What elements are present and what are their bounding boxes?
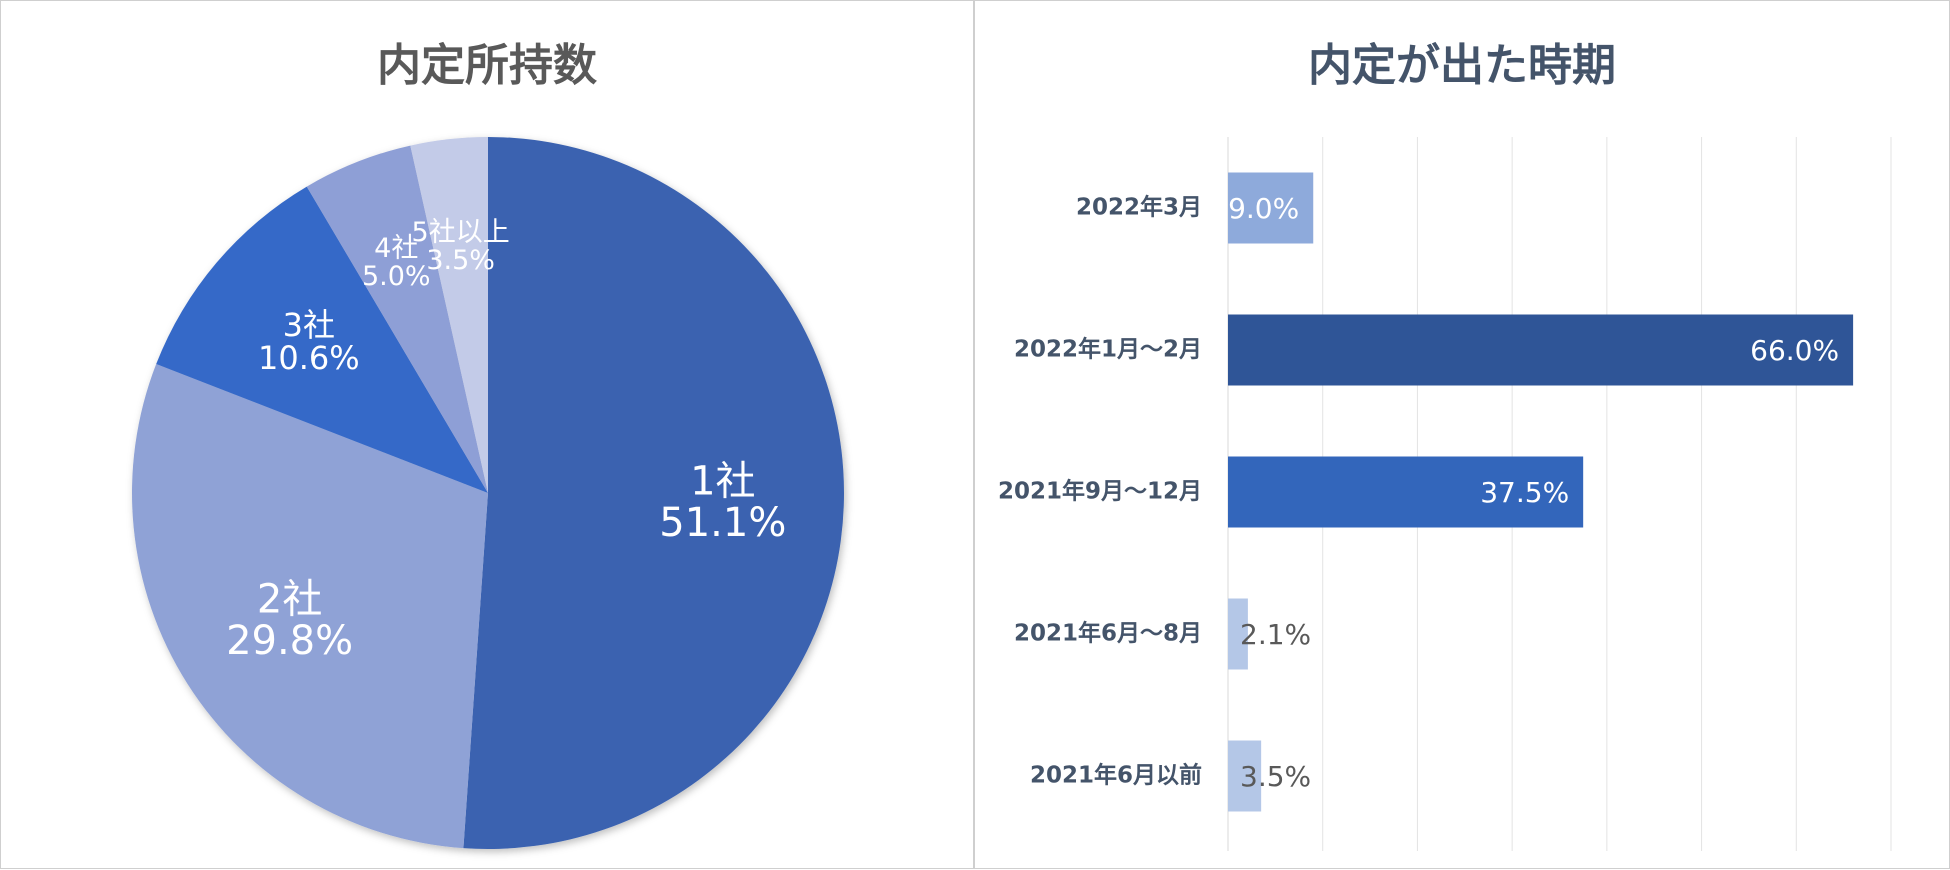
pie-category-label: 3社 xyxy=(283,306,335,344)
pie-value-label: 10.6% xyxy=(258,339,360,377)
category-label: 2022年1月～2月 xyxy=(1014,336,1202,363)
pie-value-label: 51.1% xyxy=(659,500,786,546)
value-label: 9.0% xyxy=(1228,192,1299,225)
pie-slice xyxy=(306,145,488,493)
bar xyxy=(1228,314,1854,386)
pie-slice xyxy=(131,364,488,849)
bar-chart-title: 内定が出た時期 xyxy=(1308,40,1616,91)
pie-slice xyxy=(156,186,488,493)
pie-value-label: 3.5% xyxy=(426,245,495,276)
pie-slice xyxy=(410,137,488,493)
bar xyxy=(1228,172,1314,244)
value-label: 37.5% xyxy=(1480,476,1569,509)
pie-category-label: 4社 xyxy=(374,233,418,264)
bar xyxy=(1228,456,1584,528)
pie-category-label: 2社 xyxy=(257,576,322,622)
value-label: 66.0% xyxy=(1750,334,1839,367)
pie-category-label: 5社以上 xyxy=(412,217,510,248)
value-label: 2.1% xyxy=(1240,618,1311,651)
pie-value-label: 29.8% xyxy=(226,618,353,664)
bar-chart: 2022年3月 9.0% 2022年1月～2月 66.0% 2021年9月～12月 37.… xyxy=(998,137,1892,851)
category-label: 2021年9月～12月 xyxy=(998,478,1202,505)
pie-value-label: 5.0% xyxy=(362,261,431,292)
pie-slices xyxy=(131,137,845,850)
category-label: 2021年6月～8月 xyxy=(1014,620,1202,647)
pie-chart-panel: 内定所持数 1社 51.1% 2社 29.8% 3社 10.6% 4社 5.0% 5社以上 3.5… xyxy=(0,0,974,869)
pie-category-label: 1社 xyxy=(690,459,755,505)
pie-slice xyxy=(463,137,845,850)
category-label: 2022年3月 xyxy=(1076,194,1202,221)
bar xyxy=(1228,740,1262,812)
bar-chart-panel: 内定が出た時期 2022年3月 9.0% 2022年1月～2月 66.0% 2021年9… xyxy=(974,0,1950,869)
pie-chart-title: 内定所持数 xyxy=(377,40,597,91)
bar xyxy=(1228,598,1248,670)
category-label: 2021年6月以前 xyxy=(1030,762,1202,789)
value-label: 3.5% xyxy=(1240,760,1311,793)
